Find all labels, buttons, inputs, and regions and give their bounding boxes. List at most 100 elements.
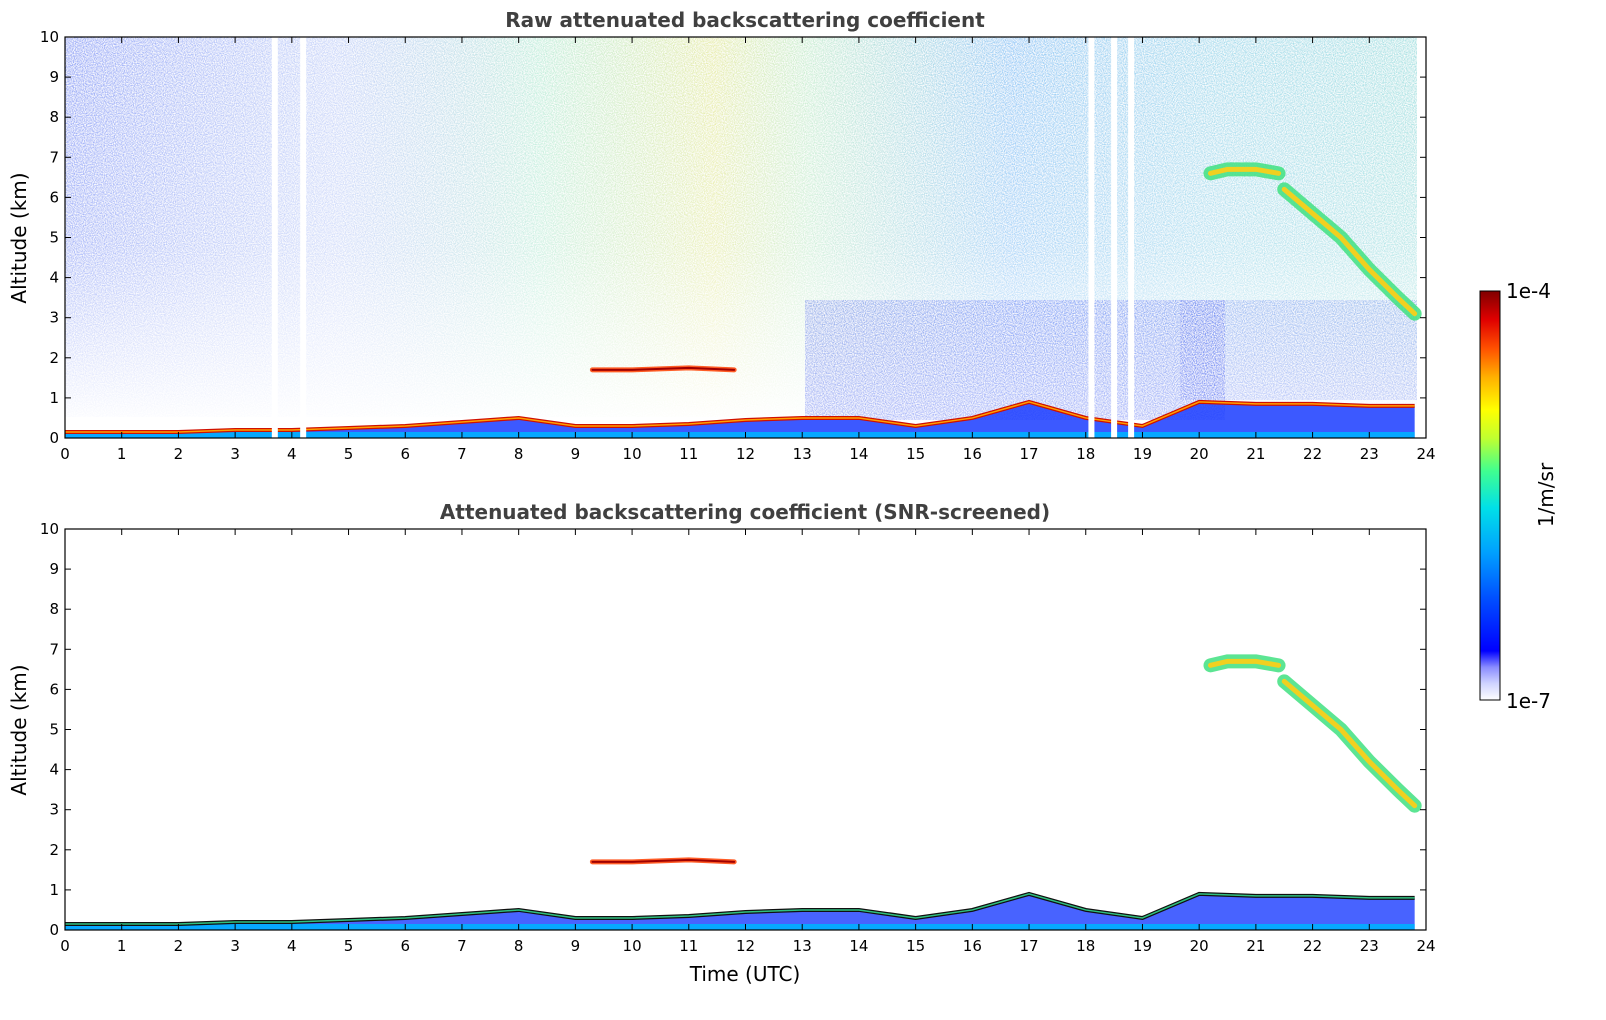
surface-layer-fill — [65, 431, 1415, 438]
y-tick-label: 4 — [49, 269, 59, 287]
aerosol_layer-core — [591, 366, 736, 371]
x-tick-label: 17 — [1019, 937, 1038, 955]
x-tick-label: 0 — [60, 445, 70, 463]
x-tick-label: 18 — [1076, 445, 1095, 463]
boundary-layer-fill — [65, 401, 1415, 438]
x-axis-label: Time (UTC) — [689, 962, 801, 986]
cirrus-core — [1208, 658, 1282, 668]
x-tick-label: 2 — [174, 445, 184, 463]
x-tick-label: 15 — [906, 937, 925, 955]
boundary-layer-fill — [65, 893, 1415, 930]
y-tick-label: 0 — [49, 429, 59, 447]
x-tick-label: 4 — [287, 445, 297, 463]
colorbar-gradient — [1479, 290, 1501, 701]
y-tick-label: 10 — [40, 28, 59, 46]
y-tick-label: 9 — [49, 560, 59, 578]
y-tick-label: 4 — [49, 761, 59, 779]
x-tick-label: 14 — [849, 937, 868, 955]
boundary-layer-top-edge — [65, 893, 1415, 925]
x-tick-label: 6 — [400, 937, 410, 955]
data-gap — [300, 37, 307, 438]
x-tick-label: 7 — [457, 445, 467, 463]
y-tick-label: 5 — [49, 229, 59, 247]
y-tick-label: 1 — [49, 881, 59, 899]
bottom-heatmap — [65, 529, 1426, 930]
x-tick-label: 22 — [1303, 445, 1322, 463]
y-tick-label: 10 — [40, 520, 59, 538]
cirrus-core — [1281, 186, 1418, 317]
x-tick-label: 2 — [174, 937, 184, 955]
x-tick-label: 16 — [963, 937, 982, 955]
x-tick-label: 15 — [906, 445, 925, 463]
cirrus-core — [1208, 166, 1282, 176]
x-tick-label: 11 — [679, 937, 698, 955]
colorbar: 1e-4 1e-7 1/m/sr — [1479, 279, 1558, 713]
x-tick-label: 7 — [457, 937, 467, 955]
x-tick-label: 24 — [1416, 445, 1435, 463]
x-tick-label: 12 — [736, 937, 755, 955]
data-gap — [1111, 37, 1118, 438]
x-tick-label: 6 — [400, 445, 410, 463]
y-tick-label: 8 — [49, 600, 59, 618]
y-tick-label: 1 — [49, 389, 59, 407]
data-gap — [1088, 37, 1095, 438]
x-tick-label: 22 — [1303, 937, 1322, 955]
x-tick-label: 23 — [1360, 937, 1379, 955]
x-tick-label: 19 — [1133, 937, 1152, 955]
colorbar-units-label: 1/m/sr — [1534, 462, 1558, 527]
x-tick-label: 18 — [1076, 937, 1095, 955]
x-tick-label: 0 — [60, 937, 70, 955]
x-tick-label: 23 — [1360, 445, 1379, 463]
colorbar-max-label: 1e-4 — [1506, 279, 1551, 303]
x-tick-label: 20 — [1190, 445, 1209, 463]
bottom-panel: Attenuated backscattering coefficient (S… — [7, 500, 1436, 986]
top-afternoon-haze — [805, 300, 1225, 420]
x-tick-label: 20 — [1190, 937, 1209, 955]
y-tick-label: 6 — [49, 188, 59, 206]
y-tick-label: 3 — [49, 801, 59, 819]
x-tick-label: 9 — [571, 937, 581, 955]
y-tick-label: 2 — [49, 349, 59, 367]
x-tick-label: 21 — [1246, 445, 1265, 463]
y-tick-label: 6 — [49, 680, 59, 698]
y-tick-label: 8 — [49, 108, 59, 126]
x-tick-label: 13 — [793, 937, 812, 955]
x-tick-label: 14 — [849, 445, 868, 463]
x-tick-label: 16 — [963, 445, 982, 463]
x-tick-label: 4 — [287, 937, 297, 955]
bottom-boundary-layer — [65, 891, 1415, 930]
x-tick-label: 10 — [623, 445, 642, 463]
y-tick-label: 9 — [49, 68, 59, 86]
x-tick-label: 13 — [793, 445, 812, 463]
top-y-axis-label: Altitude (km) — [7, 172, 31, 303]
data-gap — [271, 37, 278, 438]
x-tick-label: 1 — [117, 937, 127, 955]
top-y-axis: 0 1 2 3 4 5 6 7 8 9 10 — [40, 28, 1426, 447]
x-tick-label: 12 — [736, 445, 755, 463]
top-data-gaps — [271, 37, 1135, 438]
x-tick-label: 11 — [679, 445, 698, 463]
top-heatmap — [65, 37, 1426, 438]
y-tick-label: 5 — [49, 721, 59, 739]
y-tick-label: 7 — [49, 640, 59, 658]
colorbar-min-label: 1e-7 — [1506, 689, 1551, 713]
cirrus-core — [1281, 678, 1418, 809]
y-tick-label: 2 — [49, 841, 59, 859]
x-tick-label: 9 — [571, 445, 581, 463]
data-gap — [1128, 37, 1135, 438]
x-tick-label: 24 — [1416, 937, 1435, 955]
x-tick-label: 10 — [623, 937, 642, 955]
bottom-features — [589, 654, 1422, 865]
x-tick-label: 3 — [230, 445, 240, 463]
x-tick-label: 8 — [514, 937, 524, 955]
bottom-x-axis: 0 1 2 3 4 5 6 7 8 9 10 11 12 13 14 15 16 17 18 19 20 21 22 23 24 — [60, 529, 1436, 955]
top-x-axis: 0 1 2 3 4 5 6 7 8 9 10 11 12 13 14 15 16 17 18 19 20 21 22 23 24 — [60, 37, 1436, 463]
x-tick-label: 1 — [117, 445, 127, 463]
bottom-y-axis: 0 1 2 3 4 5 6 7 8 9 10 — [40, 520, 1426, 939]
x-tick-label: 5 — [344, 937, 354, 955]
y-tick-label: 3 — [49, 309, 59, 327]
bottom-panel-title: Attenuated backscattering coefficient (S… — [440, 500, 1050, 524]
x-tick-label: 8 — [514, 445, 524, 463]
x-tick-label: 3 — [230, 937, 240, 955]
